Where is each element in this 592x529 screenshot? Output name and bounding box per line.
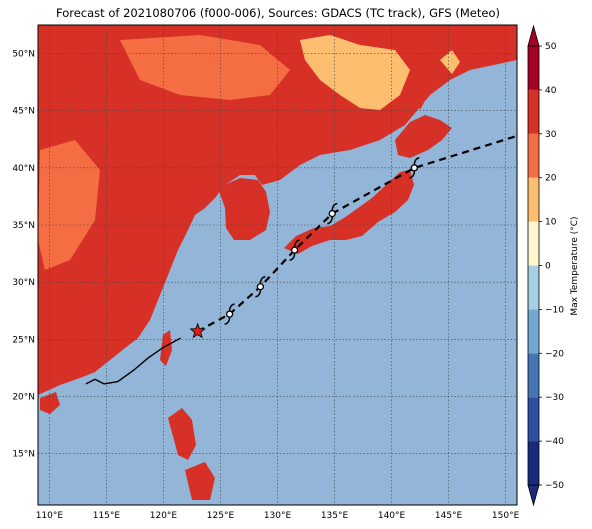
lon-tick-label: 115°E [93, 511, 121, 521]
colorbar-segment [528, 133, 539, 178]
lat-tick-label: 50°N [12, 50, 35, 60]
storm-symbols [224, 157, 420, 325]
colorbar-segment [528, 221, 539, 266]
lat-tick-label: 35°N [12, 221, 35, 231]
colorbar-tick-label: 50 [545, 42, 557, 52]
lat-tick-label: 40°N [12, 164, 35, 174]
colorbar-tick-label: −30 [545, 393, 564, 403]
sakhalin-land [414, 30, 432, 110]
korea-land [218, 178, 270, 240]
map-frame [37, 24, 518, 506]
lon-tick-label: 150°E [492, 511, 520, 521]
map-area[interactable] [38, 25, 517, 505]
hainan-land [40, 392, 60, 414]
cool-patch-islands [440, 50, 460, 74]
latitude-ticks: 15°N 20°N 25°N 30°N 35°N 40°N 45°N 50°N [12, 50, 35, 460]
lon-tick-label: 145°E [435, 511, 463, 521]
page-title: Forecast of 2021080706 (f000-006), Sourc… [56, 6, 500, 20]
colorbar-tick-label: 30 [545, 130, 557, 140]
lat-tick-label: 15°N [12, 450, 35, 460]
cyclone-icon [224, 303, 235, 325]
colorbar-tick-label: 0 [545, 262, 551, 272]
colorbar-segment [528, 397, 539, 442]
current-position-star-icon [189, 322, 206, 339]
colorbar: −50 −40 −30 −20 −10 0 10 20 30 40 50 [527, 24, 564, 507]
colorbar-tick-label: −20 [545, 349, 564, 359]
colorbar-segment [528, 46, 539, 90]
cyclone-icon [289, 239, 300, 261]
colorbar-segment [528, 353, 539, 398]
colorbar-extend-min [527, 484, 540, 507]
lon-tick-label: 140°E [378, 511, 406, 521]
colorbar-tick-label: 10 [545, 218, 557, 228]
lon-tick-label: 125°E [207, 511, 235, 521]
japan-hokkaido-land [395, 115, 452, 158]
colorbar-segment [528, 309, 539, 354]
warm-patch-mongolia [120, 35, 290, 100]
colorbar-tick-label: −40 [545, 437, 564, 447]
japan-honshu-land [284, 170, 414, 254]
lat-tick-label: 20°N [12, 392, 35, 402]
lat-tick-label: 45°N [12, 107, 35, 117]
lon-tick-label: 130°E [264, 511, 292, 521]
colorbar-segment [528, 177, 539, 222]
cyclone-icon [409, 157, 420, 179]
lon-tick-label: 110°E [36, 511, 64, 521]
cyclone-icon [255, 275, 266, 298]
colorbar-tick-label: −50 [545, 481, 564, 491]
past-track-line [85, 337, 181, 385]
colorbar-tick-label: −10 [545, 305, 564, 315]
colorbar-tick-label: 20 [545, 174, 557, 184]
philippines-land [168, 408, 215, 500]
colorbar-segment [528, 89, 539, 134]
colorbar-extend-max [527, 24, 540, 47]
colorbar-label: Max Temperature (°C) [570, 216, 580, 315]
longitude-ticks: 110°E 115°E 120°E 125°E 130°E 135°E 140°E 145°E… [36, 511, 520, 521]
colorbar-segment [528, 265, 539, 310]
colorbar-segment [528, 441, 539, 485]
warm-patch-plateau [38, 140, 100, 270]
lat-tick-label: 25°N [12, 335, 35, 345]
lon-tick-label: 120°E [150, 511, 178, 521]
lon-tick-label: 135°E [321, 511, 349, 521]
colorbar-tick-label: 40 [545, 86, 557, 96]
cyclone-icon [327, 202, 338, 225]
lat-tick-label: 30°N [12, 278, 35, 288]
map-gridlines [38, 25, 517, 505]
asia-land [38, 25, 517, 395]
